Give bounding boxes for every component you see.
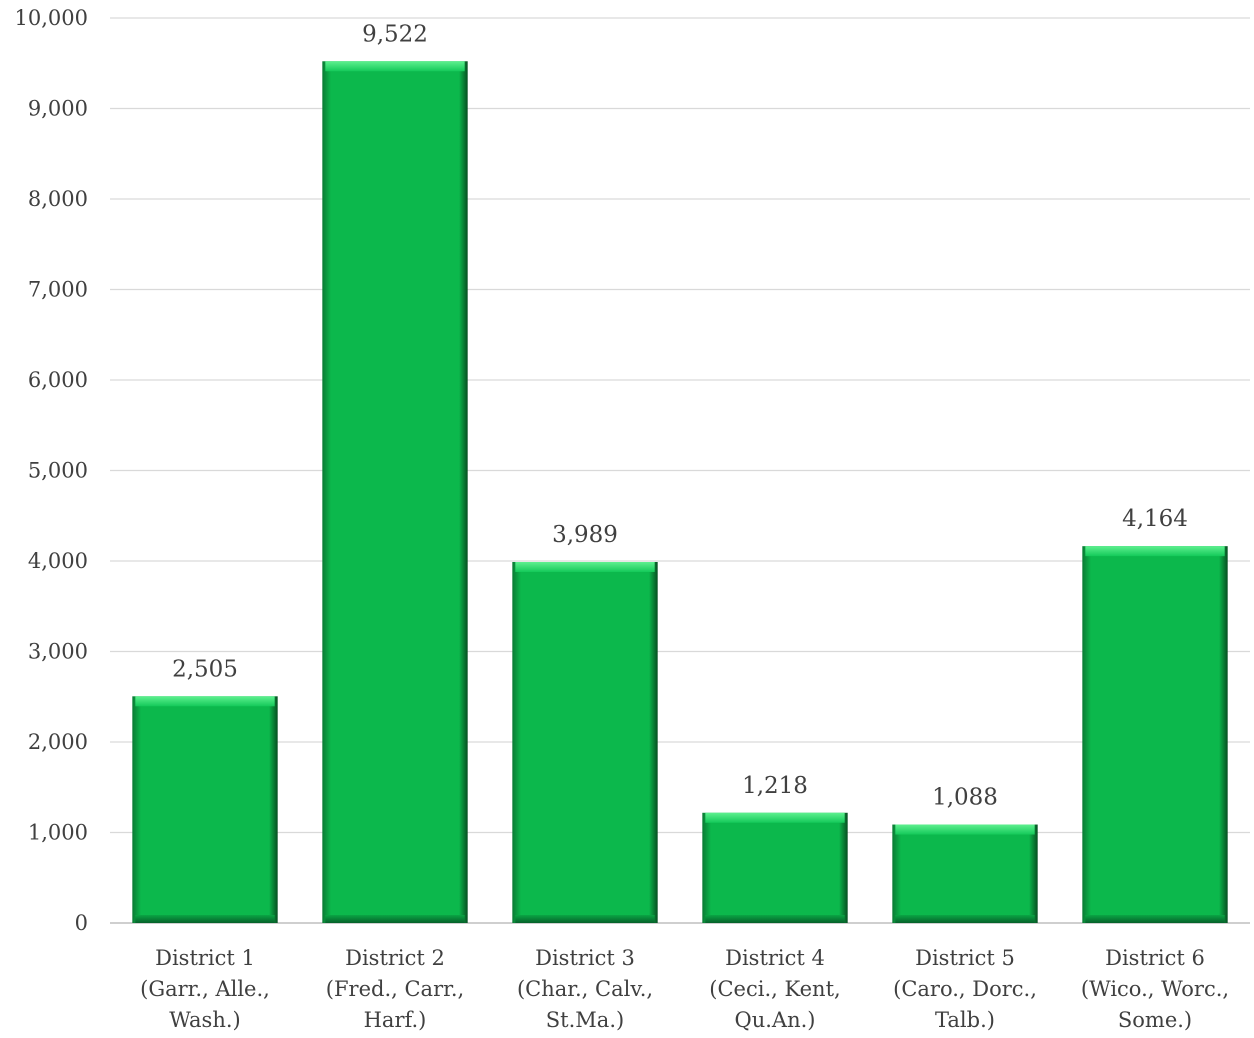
x-category-label: St.Ma.) xyxy=(546,1008,624,1032)
y-tick-label: 7,000 xyxy=(28,278,88,302)
y-tick-label: 4,000 xyxy=(28,549,88,573)
x-category-label: (Caro., Dorc., xyxy=(893,977,1037,1001)
x-category-label: (Char., Calv., xyxy=(517,977,653,1001)
x-category-label: District 1 xyxy=(155,946,255,970)
x-category-label: Harf.) xyxy=(364,1008,427,1032)
bars xyxy=(132,61,1228,924)
bar xyxy=(892,824,1038,923)
data-label: 4,164 xyxy=(1122,506,1188,532)
x-category-label: District 6 xyxy=(1105,946,1205,970)
x-category-label: District 2 xyxy=(345,946,445,970)
x-axis-categories: District 1 (Garr., Alle., Wash.) District 2… xyxy=(140,946,1229,1032)
bar xyxy=(512,561,658,923)
data-label: 1,218 xyxy=(742,773,808,799)
x-category-label: District 4 xyxy=(725,946,825,970)
data-label: 3,989 xyxy=(552,522,618,548)
data-label: 1,088 xyxy=(932,785,998,811)
y-tick-label: 2,000 xyxy=(28,730,88,754)
data-label: 2,505 xyxy=(172,656,238,682)
x-category-label: Qu.An.) xyxy=(735,1008,816,1032)
y-tick-label: 9,000 xyxy=(28,97,88,121)
y-tick-label: 3,000 xyxy=(28,640,88,664)
x-category-label: (Wico., Worc., xyxy=(1081,977,1229,1001)
bar xyxy=(132,696,278,923)
y-axis-ticks: 0 1,000 2,000 3,000 4,000 5,000 6,000 7,000 8,00… xyxy=(15,6,88,935)
data-labels: 2,505 9,522 3,989 1,218 1,088 4,164 xyxy=(172,21,1188,810)
bar xyxy=(322,61,468,924)
y-tick-label: 6,000 xyxy=(28,368,88,392)
y-tick-label: 10,000 xyxy=(15,6,88,30)
y-tick-label: 0 xyxy=(75,911,88,935)
x-category-label: Some.) xyxy=(1118,1008,1192,1032)
x-category-label: Wash.) xyxy=(169,1008,240,1032)
grid-lines xyxy=(110,17,1250,924)
x-category-label: (Ceci., Kent, xyxy=(709,977,840,1001)
x-category-label: District 5 xyxy=(915,946,1015,970)
x-category-label: District 3 xyxy=(535,946,635,970)
bar xyxy=(1082,546,1228,923)
data-label: 9,522 xyxy=(362,21,428,47)
y-tick-label: 5,000 xyxy=(28,459,88,483)
x-category-label: (Fred., Carr., xyxy=(326,977,464,1001)
bar xyxy=(702,812,848,923)
y-tick-label: 8,000 xyxy=(28,187,88,211)
x-category-label: (Garr., Alle., xyxy=(140,977,270,1001)
x-category-label: Talb.) xyxy=(935,1008,995,1032)
y-tick-label: 1,000 xyxy=(28,821,88,845)
